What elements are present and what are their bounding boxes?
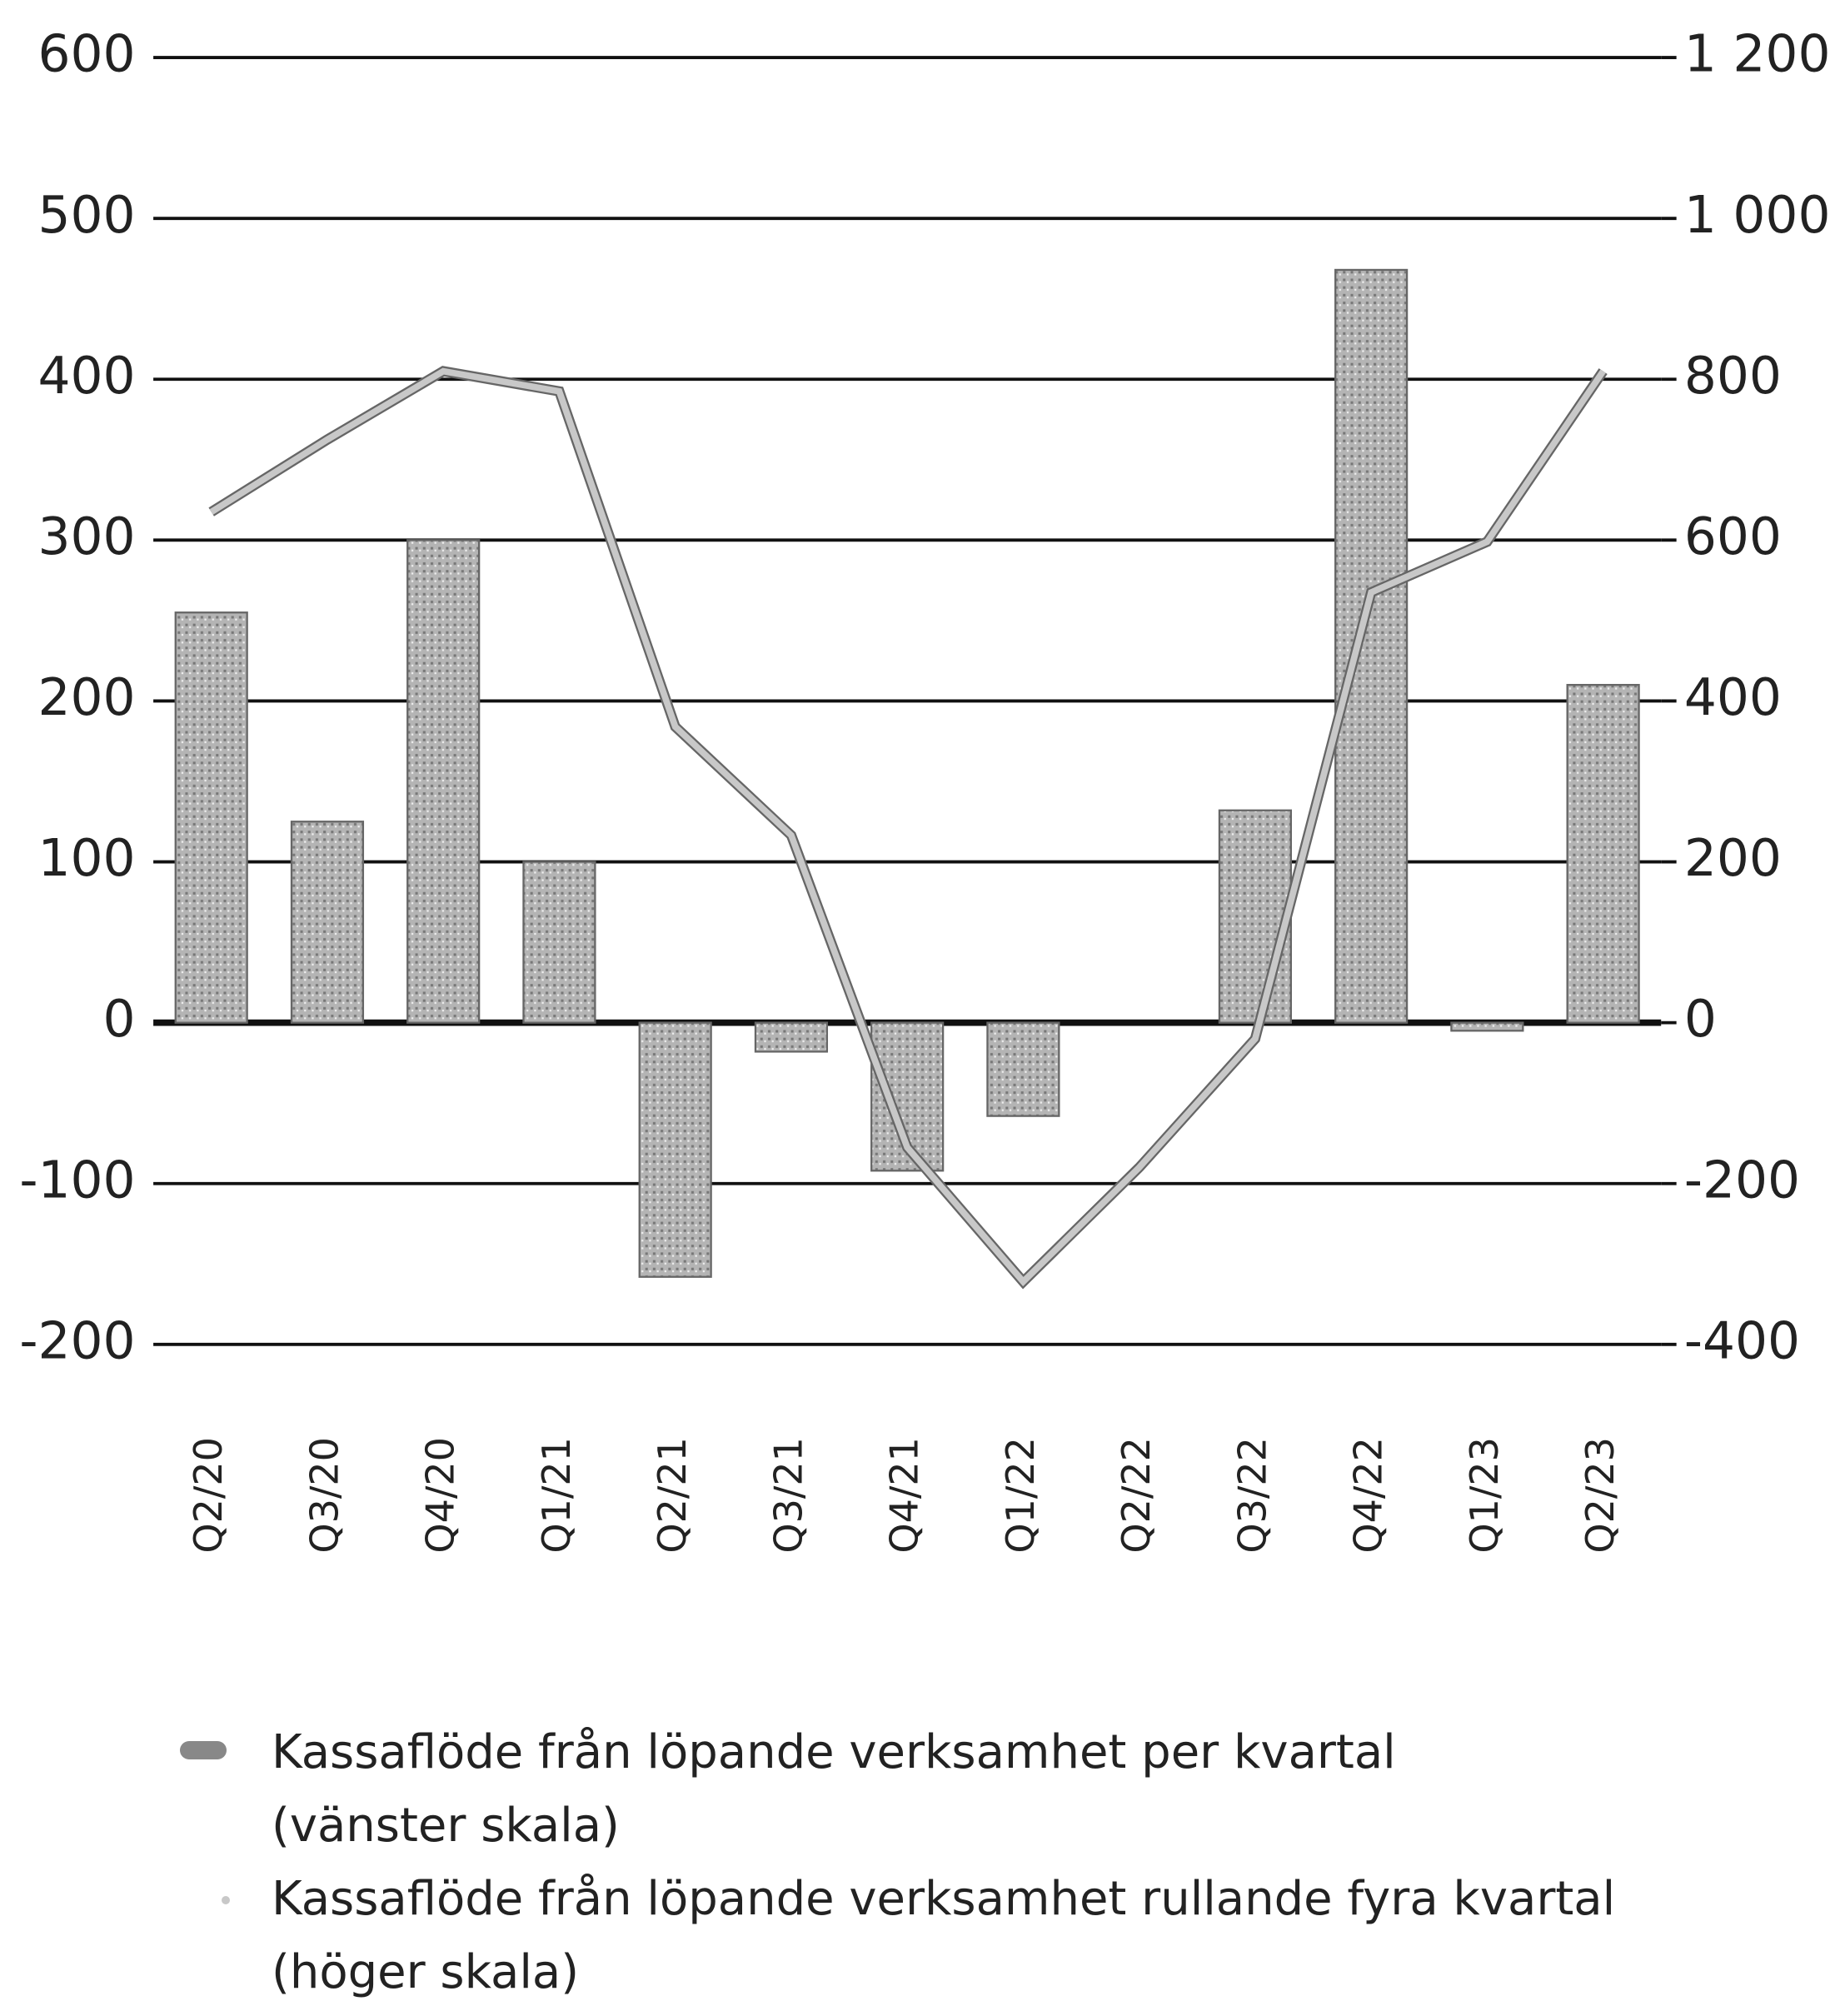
x-tick-label: Q4/22: [1346, 1437, 1391, 1554]
bar: [290, 821, 365, 1024]
y2-tick-label: 1 200: [1684, 25, 1831, 84]
x-tick-label: Q4/20: [418, 1437, 463, 1554]
y-tick-label: 200: [37, 668, 135, 727]
y2-tick-label: 0: [1684, 990, 1717, 1049]
y-tick-label: -200: [19, 1311, 135, 1370]
y-tick-label: 100: [37, 829, 135, 888]
x-tick-label: Q1/21: [534, 1437, 579, 1554]
legend-label: Kassaflöde från löpande verksamhet per k…: [272, 1725, 1396, 1853]
bar: [1218, 809, 1292, 1024]
x-tick-label: Q3/21: [765, 1437, 810, 1554]
legend-label: Kassaflöde från löpande verksamhet rulla…: [272, 1872, 1616, 1999]
y-tick-label: 300: [37, 507, 135, 566]
legend-item: Kassaflöde från löpande verksamhet rulla…: [222, 1863, 1616, 2009]
legend-swatch: [222, 1896, 230, 1904]
x-tick-label: Q1/23: [1462, 1437, 1507, 1554]
bar: [986, 1021, 1060, 1117]
x-tick-label: Q1/22: [998, 1437, 1043, 1554]
x-tick-label: Q3/20: [302, 1437, 347, 1554]
y2-tick-label: 800: [1684, 347, 1782, 406]
y-tick-label: 400: [37, 347, 135, 406]
bar: [1566, 683, 1640, 1024]
bar: [522, 861, 596, 1024]
y2-tick-label: 1 000: [1684, 186, 1831, 245]
x-tick-label: Q4/21: [882, 1437, 927, 1554]
y-tick-label: 0: [103, 990, 136, 1049]
bar: [174, 611, 248, 1024]
y2-tick-label: 400: [1684, 668, 1782, 727]
bar: [754, 1021, 829, 1053]
line: [209, 367, 1606, 1287]
y2-tick-label: 600: [1684, 507, 1782, 566]
y-tick-label: -100: [19, 1150, 135, 1210]
x-tick-label: Q2/22: [1114, 1437, 1159, 1554]
x-tick-label: Q2/20: [186, 1437, 231, 1554]
y-tick-label: 500: [37, 186, 135, 245]
y-tick-label: 600: [37, 25, 135, 84]
bar: [406, 539, 481, 1024]
y2-tick-label: 200: [1684, 829, 1782, 888]
x-tick-label: Q3/22: [1229, 1437, 1274, 1554]
x-tick-label: Q2/21: [650, 1437, 695, 1554]
bar: [1334, 268, 1409, 1024]
y2-tick-label: -200: [1684, 1150, 1800, 1210]
bar: [638, 1021, 712, 1278]
x-tick-label: Q2/23: [1578, 1437, 1623, 1554]
legend-swatch: [180, 1741, 227, 1759]
legend-item: Kassaflöde från löpande verksamhet per k…: [180, 1716, 1396, 1863]
bar: [1450, 1021, 1524, 1032]
y2-tick-label: -400: [1684, 1311, 1800, 1370]
